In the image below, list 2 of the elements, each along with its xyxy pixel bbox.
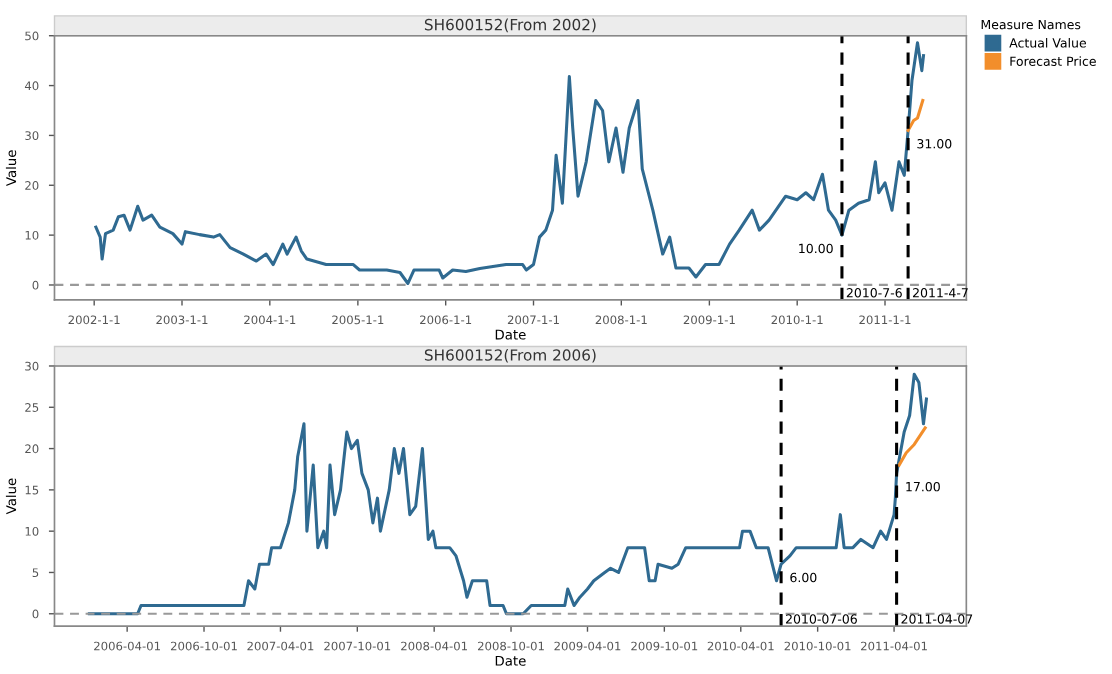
line-series <box>906 99 925 132</box>
line-series <box>897 426 927 467</box>
